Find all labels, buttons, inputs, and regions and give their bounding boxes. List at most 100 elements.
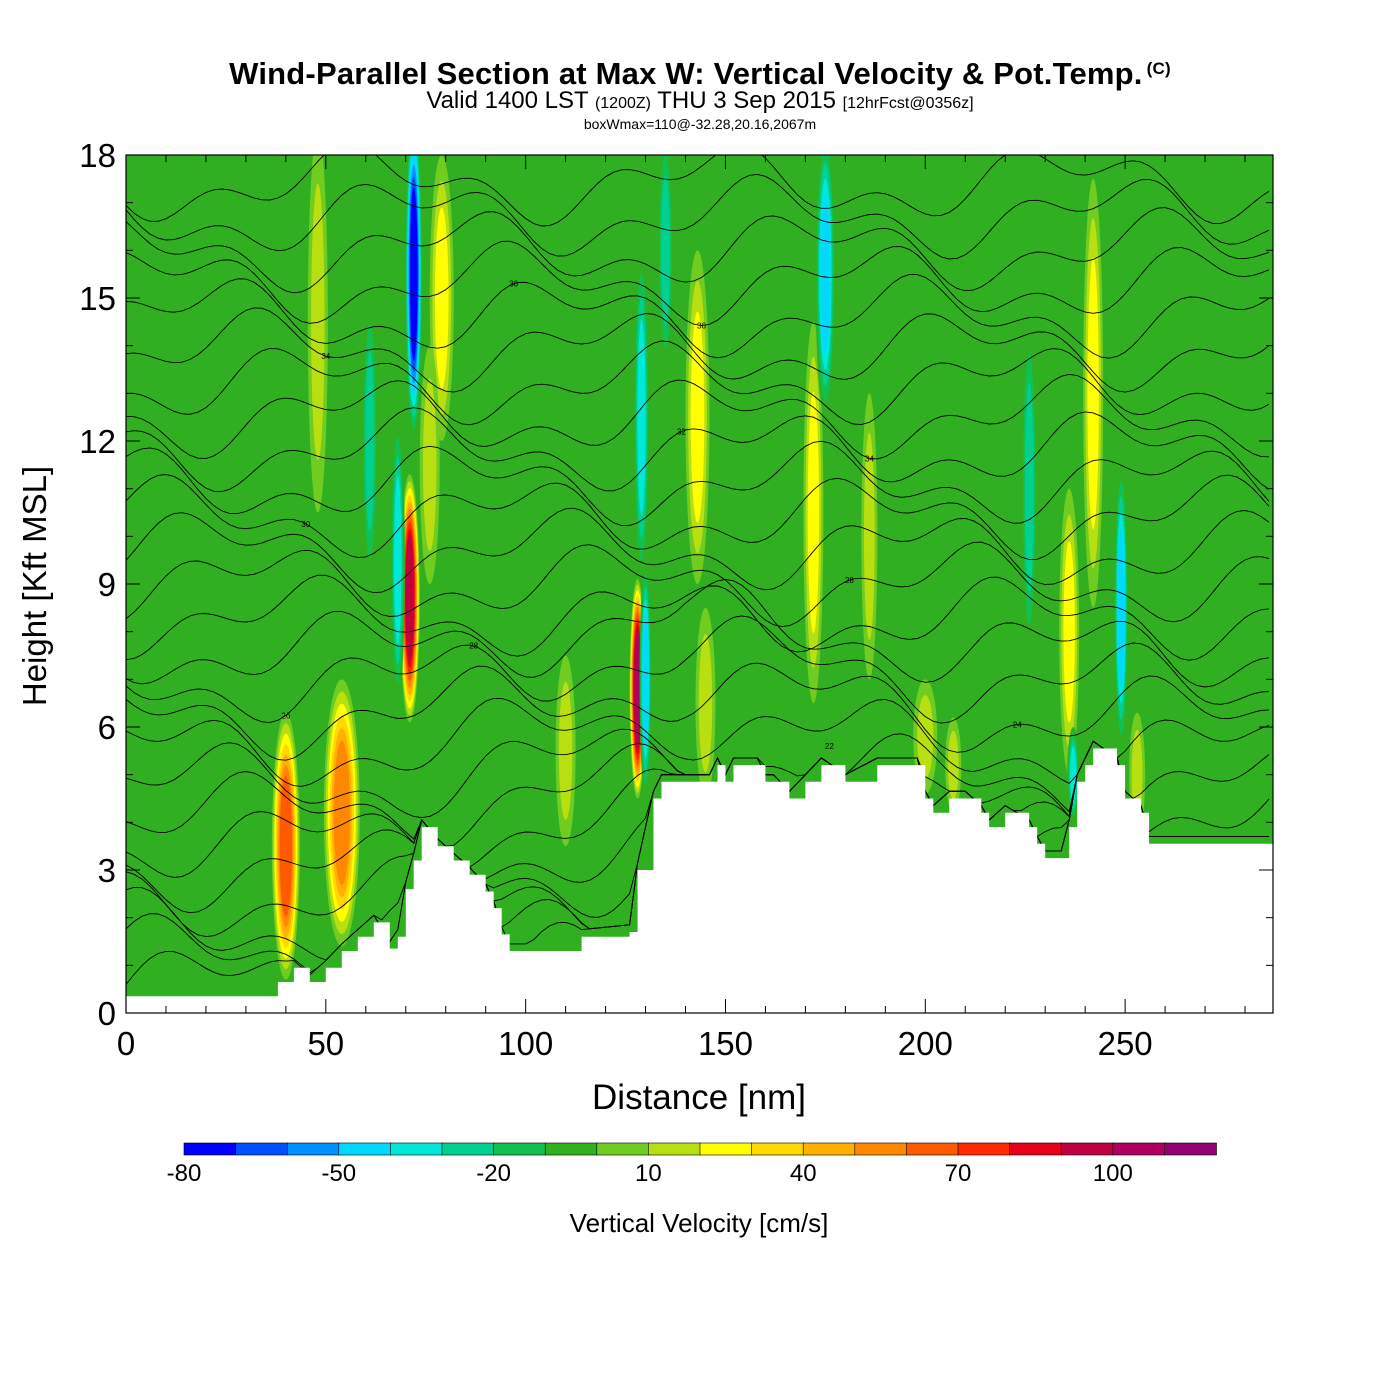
theta-isentrope bbox=[126, 507, 1270, 594]
theta-isentrope bbox=[126, 541, 1270, 628]
box-wmax-label: boxWmax=110@-32.28,20.16,2067m bbox=[583, 116, 817, 132]
colorbar-swatch bbox=[957, 1142, 1011, 1156]
w-feature bbox=[429, 155, 454, 441]
w-feature bbox=[945, 717, 962, 813]
colorbar-tick-label: 10 bbox=[635, 1160, 662, 1187]
w-contour-band bbox=[279, 775, 293, 917]
vertical-velocity-field bbox=[271, 155, 1146, 980]
theta-contour-label: 36 bbox=[697, 322, 706, 331]
w-contour-band bbox=[1087, 257, 1099, 530]
w-contour-band bbox=[634, 634, 641, 744]
w-feature bbox=[1067, 727, 1080, 823]
colorbar-swatch bbox=[1164, 1142, 1217, 1156]
title-block: Wind-Parallel Section at Max W: Vertical… bbox=[0, 52, 1400, 133]
colorbar-swatch bbox=[1009, 1142, 1062, 1156]
x-tick-label: 150 bbox=[698, 1025, 753, 1062]
colorbar-tick-label: -50 bbox=[321, 1160, 356, 1187]
w-contour-band bbox=[1131, 729, 1143, 820]
w-contour-band bbox=[642, 612, 649, 747]
colorbar-swatch bbox=[1112, 1142, 1166, 1156]
y-tick-label: 3 bbox=[98, 852, 116, 889]
x-tick-label: 100 bbox=[498, 1025, 553, 1062]
w-feature bbox=[1113, 464, 1129, 751]
w-feature bbox=[271, 712, 300, 980]
theta-contour-label: 36 bbox=[509, 280, 518, 289]
theta-isentrope bbox=[126, 240, 1270, 327]
theta-isentrope bbox=[126, 407, 1270, 493]
w-contour-band bbox=[1024, 383, 1034, 595]
valid-date: THU 3 Sep 2015 bbox=[657, 87, 836, 114]
y-tick-label: 12 bbox=[79, 423, 116, 460]
w-contour-band bbox=[405, 535, 414, 661]
w-contour-band bbox=[661, 174, 671, 326]
w-feature bbox=[419, 345, 440, 584]
w-contour-band bbox=[947, 730, 959, 800]
colorbar-tick-label: 70 bbox=[945, 1160, 972, 1187]
w-feature bbox=[1021, 321, 1038, 656]
theta-contour-label: 24 bbox=[1013, 720, 1022, 729]
w-feature bbox=[633, 250, 650, 585]
colorbar-swatch bbox=[699, 1142, 753, 1156]
colorbar-swatch bbox=[802, 1142, 856, 1156]
colorbar-swatch bbox=[493, 1142, 547, 1156]
colorbar-tick-label: 100 bbox=[1093, 1160, 1133, 1187]
colorbar-swatch bbox=[286, 1142, 340, 1156]
theta-contour-label: 34 bbox=[321, 352, 330, 361]
theta-isentrope bbox=[126, 474, 1270, 561]
w-contour-band bbox=[409, 187, 418, 361]
colorbar: -80 -50 -20 10 40 70 100 bbox=[167, 1142, 1217, 1187]
w-contour-band bbox=[637, 319, 646, 516]
chart-title: Wind-Parallel Section at Max W: Vertical… bbox=[0, 52, 1400, 91]
w-contour-band bbox=[863, 432, 875, 641]
colorbar-swatch bbox=[390, 1142, 443, 1156]
theta-contour-label: 22 bbox=[825, 742, 834, 751]
theta-contour-label: 26 bbox=[281, 711, 290, 720]
theta-contour-label: 30 bbox=[301, 520, 310, 529]
w-contour-band bbox=[311, 183, 325, 461]
w-feature bbox=[861, 393, 878, 680]
theta-isentrope bbox=[126, 207, 1270, 294]
theta-isentrope bbox=[126, 307, 1270, 393]
w-contour-band bbox=[365, 350, 375, 532]
colorbar-swatch bbox=[854, 1142, 908, 1156]
valid-z: (1200Z) bbox=[594, 95, 651, 112]
theta-isentrope bbox=[126, 340, 1270, 426]
colorbar-swatch bbox=[183, 1142, 237, 1156]
w-feature bbox=[323, 679, 360, 947]
w-feature bbox=[555, 655, 576, 847]
w-feature bbox=[803, 321, 824, 704]
w-contour-band bbox=[558, 681, 573, 820]
theta-isentrope bbox=[126, 440, 1270, 527]
colorbar-swatch bbox=[338, 1142, 392, 1156]
theta-isentrope bbox=[126, 155, 1270, 227]
colorbar-swatch bbox=[441, 1142, 495, 1156]
x-tick-label: 50 bbox=[307, 1025, 344, 1062]
colorbar-label: Vertical Velocity [cm/s] bbox=[570, 1208, 829, 1238]
colorbar-tick-label: -20 bbox=[476, 1160, 511, 1187]
chart-subtitle: Valid 1400 LST (1200Z) THU 3 Sep 2015 [1… bbox=[0, 89, 1400, 116]
colorbar-tick-label: 40 bbox=[790, 1160, 817, 1187]
w-feature bbox=[1059, 488, 1080, 775]
theta-isentrope bbox=[126, 274, 1270, 359]
x-tick-label: 200 bbox=[898, 1025, 953, 1062]
colorbar-swatch bbox=[596, 1142, 650, 1156]
w-feature bbox=[361, 298, 378, 584]
chart-title-text: Wind-Parallel Section at Max W: Vertical… bbox=[229, 56, 1143, 91]
potential-temperature-contours: 22 24 26 28 28 30 32 34 34 36 36 bbox=[126, 155, 1270, 985]
forecast-label: [12hrFcst@0356z] bbox=[842, 95, 974, 112]
colorbar-swatch bbox=[235, 1142, 289, 1156]
terrain-mask bbox=[126, 748, 1273, 1013]
theta-isentrope bbox=[126, 578, 1270, 688]
theta-isentrope bbox=[126, 662, 1270, 761]
theta-contour-label: 28 bbox=[469, 642, 478, 651]
w-feature bbox=[815, 155, 836, 418]
w-feature bbox=[390, 417, 405, 704]
y-tick-label: 9 bbox=[98, 566, 116, 603]
y-tick-label: 6 bbox=[98, 709, 116, 746]
theta-isentrope bbox=[126, 615, 1270, 724]
theta-isentrope bbox=[126, 697, 1270, 787]
w-feature bbox=[307, 155, 328, 513]
plot-area: 22 24 26 28 28 30 32 34 34 36 36 bbox=[126, 155, 1273, 1013]
